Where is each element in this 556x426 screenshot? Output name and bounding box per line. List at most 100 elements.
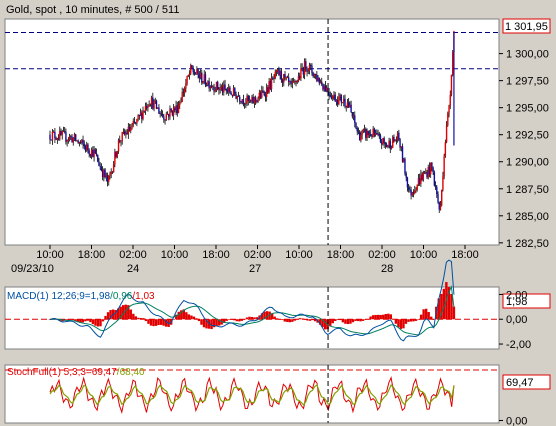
candle-body bbox=[66, 140, 68, 142]
macd-histogram-bar bbox=[68, 319, 72, 320]
candle-body bbox=[152, 97, 154, 109]
y-tick-label: 1 295,00 bbox=[506, 103, 549, 115]
macd-histogram-bar bbox=[288, 319, 292, 323]
macd-histogram-bar bbox=[356, 319, 360, 322]
candle-body bbox=[57, 138, 60, 140]
macd-histogram-bar bbox=[119, 306, 122, 320]
candle-body bbox=[110, 171, 112, 174]
candle-body bbox=[281, 79, 284, 83]
candle-body bbox=[372, 128, 374, 137]
macd-histogram-bar bbox=[152, 319, 155, 327]
stoch-label: StochFull(1) 5;3;3=69,47/68,40 bbox=[7, 367, 145, 378]
candle-body bbox=[171, 110, 174, 116]
candle-body bbox=[169, 108, 171, 117]
candle-body bbox=[354, 115, 356, 123]
candle-body bbox=[352, 115, 355, 117]
macd-histogram-bar bbox=[182, 309, 186, 320]
candle-body bbox=[79, 142, 82, 143]
macd-histogram-bar bbox=[235, 319, 239, 322]
candle-body bbox=[241, 99, 243, 103]
macd-histogram-bar bbox=[447, 286, 451, 320]
macd-histogram-bar bbox=[172, 319, 175, 320]
macd-histogram-bar bbox=[364, 319, 367, 320]
macd-histogram-bar bbox=[238, 319, 241, 322]
macd-histogram-bar bbox=[104, 315, 107, 320]
candle-body bbox=[159, 113, 161, 115]
candle-body bbox=[90, 149, 93, 156]
candle-body bbox=[437, 194, 439, 203]
candle-body bbox=[346, 102, 349, 108]
macd-histogram-bar bbox=[263, 311, 266, 320]
candle-body bbox=[389, 140, 391, 149]
candle-body bbox=[101, 170, 104, 178]
candle-body bbox=[371, 135, 373, 137]
macd-histogram-bar bbox=[397, 319, 400, 328]
macd-histogram-bar bbox=[442, 288, 446, 320]
candle-body bbox=[99, 166, 101, 167]
candle-body bbox=[194, 73, 197, 75]
candle-body bbox=[75, 134, 77, 141]
stoch-series bbox=[5, 365, 499, 423]
macd-histogram-bar bbox=[276, 318, 279, 320]
candle-body bbox=[350, 104, 352, 113]
macd-histogram-bar bbox=[202, 319, 206, 328]
candle-body bbox=[236, 95, 238, 99]
macd-histogram-bar bbox=[376, 314, 380, 320]
candle-body bbox=[423, 172, 426, 174]
candle-body bbox=[82, 139, 84, 144]
y-tick-label: 1 285,00 bbox=[506, 211, 549, 223]
candle-body bbox=[294, 80, 296, 82]
macd-histogram-bar bbox=[127, 305, 130, 320]
macd-histogram-bar bbox=[109, 310, 112, 320]
x-tick-label: 02:00 bbox=[119, 249, 147, 261]
candle-body bbox=[163, 116, 165, 120]
candle-body bbox=[268, 81, 270, 93]
candle-body bbox=[388, 140, 390, 146]
candle-body bbox=[407, 187, 410, 190]
candle-body bbox=[444, 142, 447, 157]
macd-histogram-bar bbox=[243, 319, 246, 320]
stoch-d-line bbox=[49, 384, 455, 406]
macd-histogram-bar bbox=[116, 308, 120, 320]
candle-body bbox=[400, 146, 402, 148]
macd-histogram-bar bbox=[162, 319, 165, 326]
macd-histogram-bar bbox=[157, 319, 160, 326]
x-tick-label: 18:00 bbox=[202, 249, 230, 261]
candle-body bbox=[344, 98, 346, 107]
candle-body bbox=[216, 81, 219, 90]
candle-body bbox=[351, 112, 354, 117]
macd-histogram-bar bbox=[452, 306, 456, 320]
macd-histogram-bar bbox=[440, 293, 443, 320]
stoch-value-label: 69,47 bbox=[506, 377, 534, 389]
candle-body bbox=[259, 92, 262, 98]
candle-body bbox=[218, 89, 220, 90]
macd-histogram-bar bbox=[306, 319, 309, 321]
candle-body bbox=[72, 137, 74, 143]
candle-body bbox=[213, 86, 215, 92]
macd-histogram-bar bbox=[392, 318, 395, 320]
macd-histogram-bar bbox=[142, 318, 145, 320]
macd-histogram-bar bbox=[154, 319, 158, 326]
candle-body bbox=[115, 151, 117, 158]
candle-body bbox=[52, 131, 55, 133]
candle-body bbox=[185, 83, 187, 89]
candle-body bbox=[71, 136, 73, 143]
candle-body bbox=[226, 90, 229, 92]
candle-body bbox=[84, 146, 87, 151]
macd-histogram-bar bbox=[374, 314, 377, 320]
macd-histogram-bar bbox=[379, 314, 382, 320]
macd-histogram-bar bbox=[366, 319, 370, 320]
candle-body bbox=[245, 102, 247, 104]
macd-histogram-bar bbox=[341, 319, 345, 323]
candle-body bbox=[204, 74, 207, 85]
candle-body bbox=[50, 139, 52, 141]
candle-body bbox=[122, 131, 125, 133]
macd-histogram-bar bbox=[382, 314, 385, 320]
y-tick-label: 1 292,50 bbox=[506, 130, 549, 142]
macd-histogram-bar bbox=[278, 319, 281, 320]
macd-histogram-bar bbox=[270, 313, 274, 320]
candle-body bbox=[119, 139, 121, 142]
price-plot-area[interactable] bbox=[4, 18, 500, 246]
candle-body bbox=[176, 105, 179, 114]
candle-body bbox=[414, 190, 416, 194]
